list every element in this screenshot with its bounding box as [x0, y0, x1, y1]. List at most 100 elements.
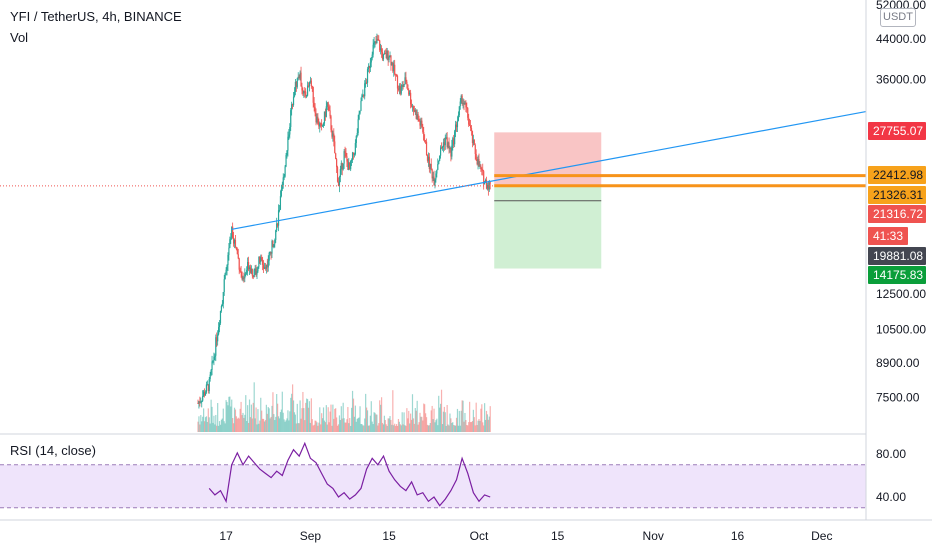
candle-body	[455, 124, 458, 128]
candle-body	[239, 269, 241, 272]
volume-bar	[450, 418, 452, 432]
volume-bar	[369, 415, 371, 432]
volume-bar	[353, 416, 356, 432]
volume-bar	[407, 418, 409, 432]
candle-body	[213, 356, 215, 361]
volume-bar	[215, 414, 217, 432]
candle-body	[332, 133, 334, 137]
candle-body	[225, 269, 227, 274]
candle-body	[309, 80, 311, 83]
volume-bar	[321, 418, 324, 432]
volume-bar	[455, 417, 458, 432]
volume-bar	[441, 424, 444, 432]
volume-bar	[316, 422, 318, 432]
volume-bar	[202, 416, 204, 432]
candle-body	[407, 84, 409, 90]
candle-body	[333, 133, 335, 142]
volume-bar	[314, 420, 316, 432]
volume-bar	[203, 421, 206, 432]
candle-body	[399, 85, 401, 94]
candle-body	[440, 147, 443, 149]
volume-bar	[422, 420, 424, 432]
candle-body	[229, 239, 231, 248]
volume-bar	[277, 416, 280, 432]
volume-bar	[237, 417, 239, 432]
candlesticks	[197, 33, 491, 409]
volume-bar	[352, 398, 355, 432]
volume-bar	[210, 399, 212, 432]
volume-bar	[245, 395, 247, 432]
candle-body	[328, 106, 330, 111]
candle-body	[394, 64, 396, 75]
price-tick-label: 10500.00	[876, 322, 926, 336]
volume-bar	[331, 425, 333, 432]
candle-body	[427, 156, 430, 161]
volume-bar	[211, 406, 213, 432]
candle-body	[483, 171, 485, 185]
volume-bar	[317, 425, 319, 432]
candle-body	[218, 323, 221, 328]
candle-body	[443, 142, 445, 146]
volume-bar	[460, 410, 462, 432]
candle-body	[479, 165, 481, 167]
volume-bar	[277, 403, 279, 432]
volume-bar	[204, 417, 207, 432]
candle-body	[388, 56, 390, 60]
volume-bar	[227, 405, 229, 432]
candle-body	[359, 110, 361, 114]
volume-bar	[456, 408, 459, 432]
price-badge-bg	[868, 266, 926, 284]
volume-bar	[453, 425, 455, 432]
candle-body	[212, 360, 214, 362]
volume-bar	[464, 412, 466, 432]
candle-body	[209, 374, 211, 379]
volume-bar	[413, 423, 415, 432]
volume-bar	[222, 408, 224, 432]
volume-bar	[291, 393, 293, 432]
currency-button[interactable]: USDT	[880, 8, 916, 27]
volume-bar	[372, 424, 374, 432]
volume-bar	[454, 425, 457, 432]
volume-legend[interactable]: Vol	[10, 30, 29, 45]
candle-body	[269, 251, 271, 253]
volume-bar	[393, 425, 395, 432]
candle-body	[373, 42, 375, 45]
candle-body	[233, 239, 236, 244]
candle-body	[452, 138, 454, 146]
candle-body	[436, 169, 438, 174]
candle-body	[403, 84, 405, 87]
volume-bar	[292, 400, 295, 432]
candle-body	[326, 102, 328, 107]
volume-bar	[214, 424, 216, 432]
volume-bar	[327, 407, 329, 432]
candle-body	[214, 355, 216, 357]
volume-bar	[458, 410, 460, 432]
candle-body	[411, 106, 414, 108]
volume-bar	[445, 425, 447, 432]
candle-body	[292, 96, 295, 106]
rsi-legend[interactable]: RSI (14, close)	[10, 443, 96, 458]
candle-body	[374, 41, 376, 43]
volume-bar	[357, 418, 359, 432]
volume-bar	[228, 396, 230, 432]
symbol-legend[interactable]: YFI / TetherUS, 4h, BINANCE	[10, 9, 182, 24]
volume-bar	[486, 414, 489, 432]
candle-body	[416, 114, 418, 119]
volume-bar	[469, 422, 472, 432]
volume-bar	[330, 404, 332, 432]
time-tick-label: 16	[731, 529, 745, 543]
price-badge: 22412.98	[868, 166, 926, 184]
price-badge: 21326.31	[868, 186, 926, 204]
drawing-overlays	[0, 110, 867, 230]
candle-body	[432, 176, 434, 179]
volume-bar	[209, 423, 211, 432]
candle-body	[335, 153, 337, 160]
candle-body	[323, 111, 326, 124]
volume-bar	[374, 412, 376, 432]
candle-body	[261, 257, 263, 260]
candle-body	[321, 125, 324, 127]
candle-body	[334, 141, 336, 154]
candle-body	[429, 163, 431, 170]
volume-bar	[350, 425, 352, 432]
